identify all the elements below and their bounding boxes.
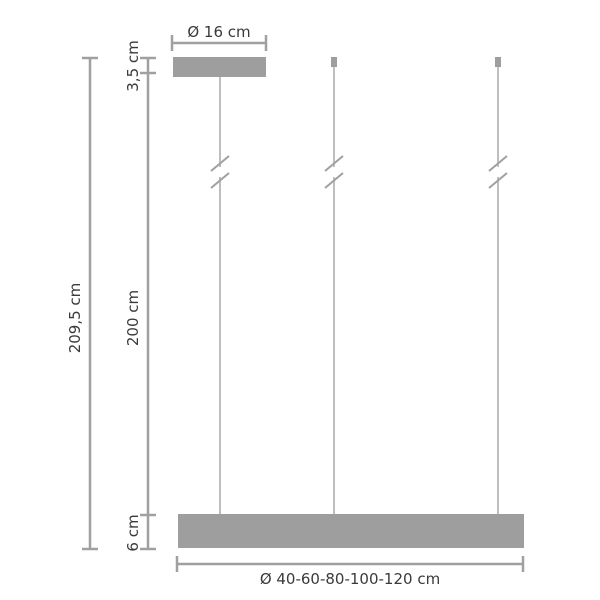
total-height-dimension-line (82, 56, 98, 551)
cable-break-gap-2 (331, 167, 337, 177)
cable-length-label: 200 cm (124, 290, 142, 346)
canopy-diameter-label: Ø 16 cm (187, 23, 250, 41)
total-height-label: 209,5 cm (66, 283, 84, 354)
cable-break-gap-3 (495, 167, 501, 177)
lamp-width-dimension-line (175, 556, 525, 572)
lamp-body (178, 514, 524, 548)
cable-break-mark (210, 172, 230, 189)
lamp-diameter-label: Ø 40-60-80-100-120 cm (260, 570, 440, 588)
cable-break-gap-1 (217, 167, 223, 177)
cable-break-mark (488, 172, 508, 189)
lamp-height-label: 6 cm (124, 514, 142, 551)
cable-cap-3 (495, 57, 501, 67)
cable-cap-2 (331, 57, 337, 67)
cable-break-mark (210, 155, 230, 172)
cable-break-mark (488, 155, 508, 172)
segment-dimension-line (140, 56, 156, 551)
cable-break-mark (324, 172, 344, 189)
canopy-height-label: 3,5 cm (124, 40, 142, 91)
cable-break-mark (324, 155, 344, 172)
ceiling-canopy (173, 57, 266, 77)
canopy-width-dimension-line (170, 35, 268, 51)
